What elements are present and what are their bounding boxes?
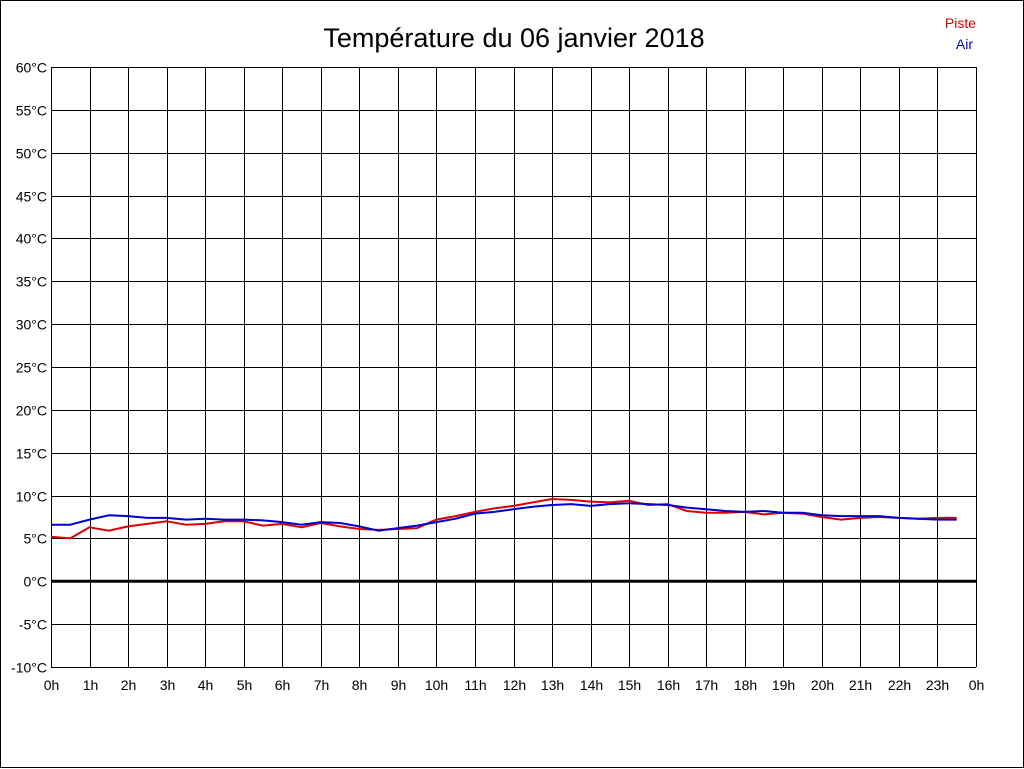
y-tick-label: 55°C bbox=[16, 103, 47, 119]
x-tick-label: 2h bbox=[121, 677, 137, 693]
x-tick-label: 18h bbox=[734, 677, 757, 693]
x-tick-label: 13h bbox=[541, 677, 564, 693]
x-tick-label: 14h bbox=[580, 677, 603, 693]
x-tick-label: 3h bbox=[160, 677, 176, 693]
axis-tick-labels: 0h 1h 2h 3h 4h 5h 6h 7h 8h 9h 10h 11h 12h 13h 14h 15h 16… bbox=[11, 60, 984, 694]
x-tick-label: 0h bbox=[44, 677, 60, 693]
y-tick-label: 40°C bbox=[16, 231, 47, 247]
series-lines bbox=[50, 498, 957, 540]
y-tick-label: 50°C bbox=[16, 146, 47, 162]
x-tick-label: 15h bbox=[618, 677, 641, 693]
y-tick-label: 10°C bbox=[16, 489, 47, 505]
y-tick-label: 30°C bbox=[16, 317, 47, 333]
x-tick-label: 21h bbox=[849, 677, 872, 693]
x-tick-label: 6h bbox=[275, 677, 291, 693]
y-tick-label: 45°C bbox=[16, 189, 47, 205]
x-tick-label: 1h bbox=[83, 677, 99, 693]
x-tick-label: 7h bbox=[314, 677, 330, 693]
x-tick-label: 17h bbox=[695, 677, 718, 693]
x-tick-label: 22h bbox=[888, 677, 911, 693]
x-tick-label: 0h bbox=[969, 677, 985, 693]
x-tick-label: 12h bbox=[503, 677, 526, 693]
grid bbox=[51, 67, 977, 668]
x-tick-label: 8h bbox=[352, 677, 368, 693]
series-line-piste bbox=[50, 498, 957, 540]
y-tick-label: 20°C bbox=[16, 403, 47, 419]
series-line-air bbox=[51, 502, 957, 532]
legend-item-piste: Piste bbox=[945, 15, 976, 31]
y-tick-label: -10°C bbox=[11, 660, 47, 676]
x-tick-label: 20h bbox=[811, 677, 834, 693]
y-tick-label: 5°C bbox=[24, 531, 48, 547]
x-tick-label: 10h bbox=[425, 677, 448, 693]
x-tick-label: 16h bbox=[657, 677, 680, 693]
x-tick-label: 19h bbox=[772, 677, 795, 693]
x-tick-label: 4h bbox=[198, 677, 214, 693]
y-tick-label: -5°C bbox=[19, 617, 47, 633]
x-tick-label: 5h bbox=[237, 677, 253, 693]
y-tick-label: 0°C bbox=[24, 574, 48, 590]
chart-title: Température du 06 janvier 2018 bbox=[323, 23, 704, 53]
y-tick-label: 60°C bbox=[16, 60, 47, 76]
y-tick-label: 35°C bbox=[16, 274, 47, 290]
y-tick-label: 15°C bbox=[16, 446, 47, 462]
x-tick-label: 23h bbox=[926, 677, 949, 693]
y-tick-label: 25°C bbox=[16, 360, 47, 376]
x-tick-label: 11h bbox=[464, 677, 486, 693]
x-tick-label: 9h bbox=[391, 677, 407, 693]
legend-item-air: Air bbox=[956, 36, 973, 52]
